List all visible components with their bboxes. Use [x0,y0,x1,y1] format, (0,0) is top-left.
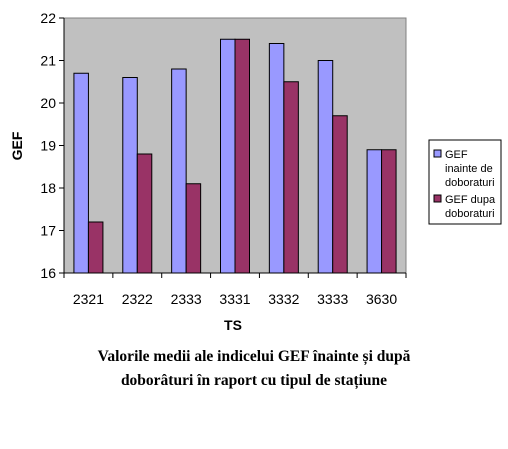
bar-series-1 [73,72,89,274]
legend-label-2: GEF dupa doboraturi [445,194,496,220]
figure-caption-line-1: Valorile medii ale indicelui GEF înainte… [97,348,411,365]
bar-series-1 [268,43,285,274]
bar-series-2 [283,81,299,274]
y-tick-label: 21 [40,53,56,69]
y-tick-label: 16 [40,265,56,281]
y-tick-label: 19 [40,138,56,154]
bar-series-1 [317,60,334,274]
bar-series-2 [381,149,397,274]
bar-series-2 [185,183,202,274]
x-axis-label: TS [224,317,242,333]
bar-series-2 [332,115,348,274]
y-tick-label: 20 [40,95,56,111]
y-tick-label: 22 [40,10,56,26]
x-tick-label: 3630 [366,291,397,307]
x-tick-label: 3332 [268,291,299,307]
legend-label-1: GEF inainte de doboraturi [445,149,495,189]
x-tick-label: 2333 [171,291,202,307]
x-tick-label: 3333 [317,291,348,307]
bar-series-2 [136,153,153,274]
y-tick-label: 18 [40,180,56,196]
y-axis-label: GEF [9,131,25,160]
y-tick-label: 17 [40,223,56,239]
legend-swatch-2 [433,194,442,203]
x-tick-label: 3331 [219,291,250,307]
legend: GEF inainte de doboraturi GEF dupa doboratur… [428,139,502,225]
bar-series-1 [171,68,187,274]
x-tick-label: 2321 [73,291,104,307]
bar-series-2 [87,221,104,274]
x-tick-label: 2322 [122,291,153,307]
bar-series-1 [220,38,236,274]
bar-series-1 [366,149,383,274]
legend-swatch-1 [433,149,442,158]
figure-caption-line-2: doborâturi în raport cu tipul de stațiun… [120,372,388,389]
bar-series-1 [122,77,138,274]
bar-series-2 [234,38,250,274]
